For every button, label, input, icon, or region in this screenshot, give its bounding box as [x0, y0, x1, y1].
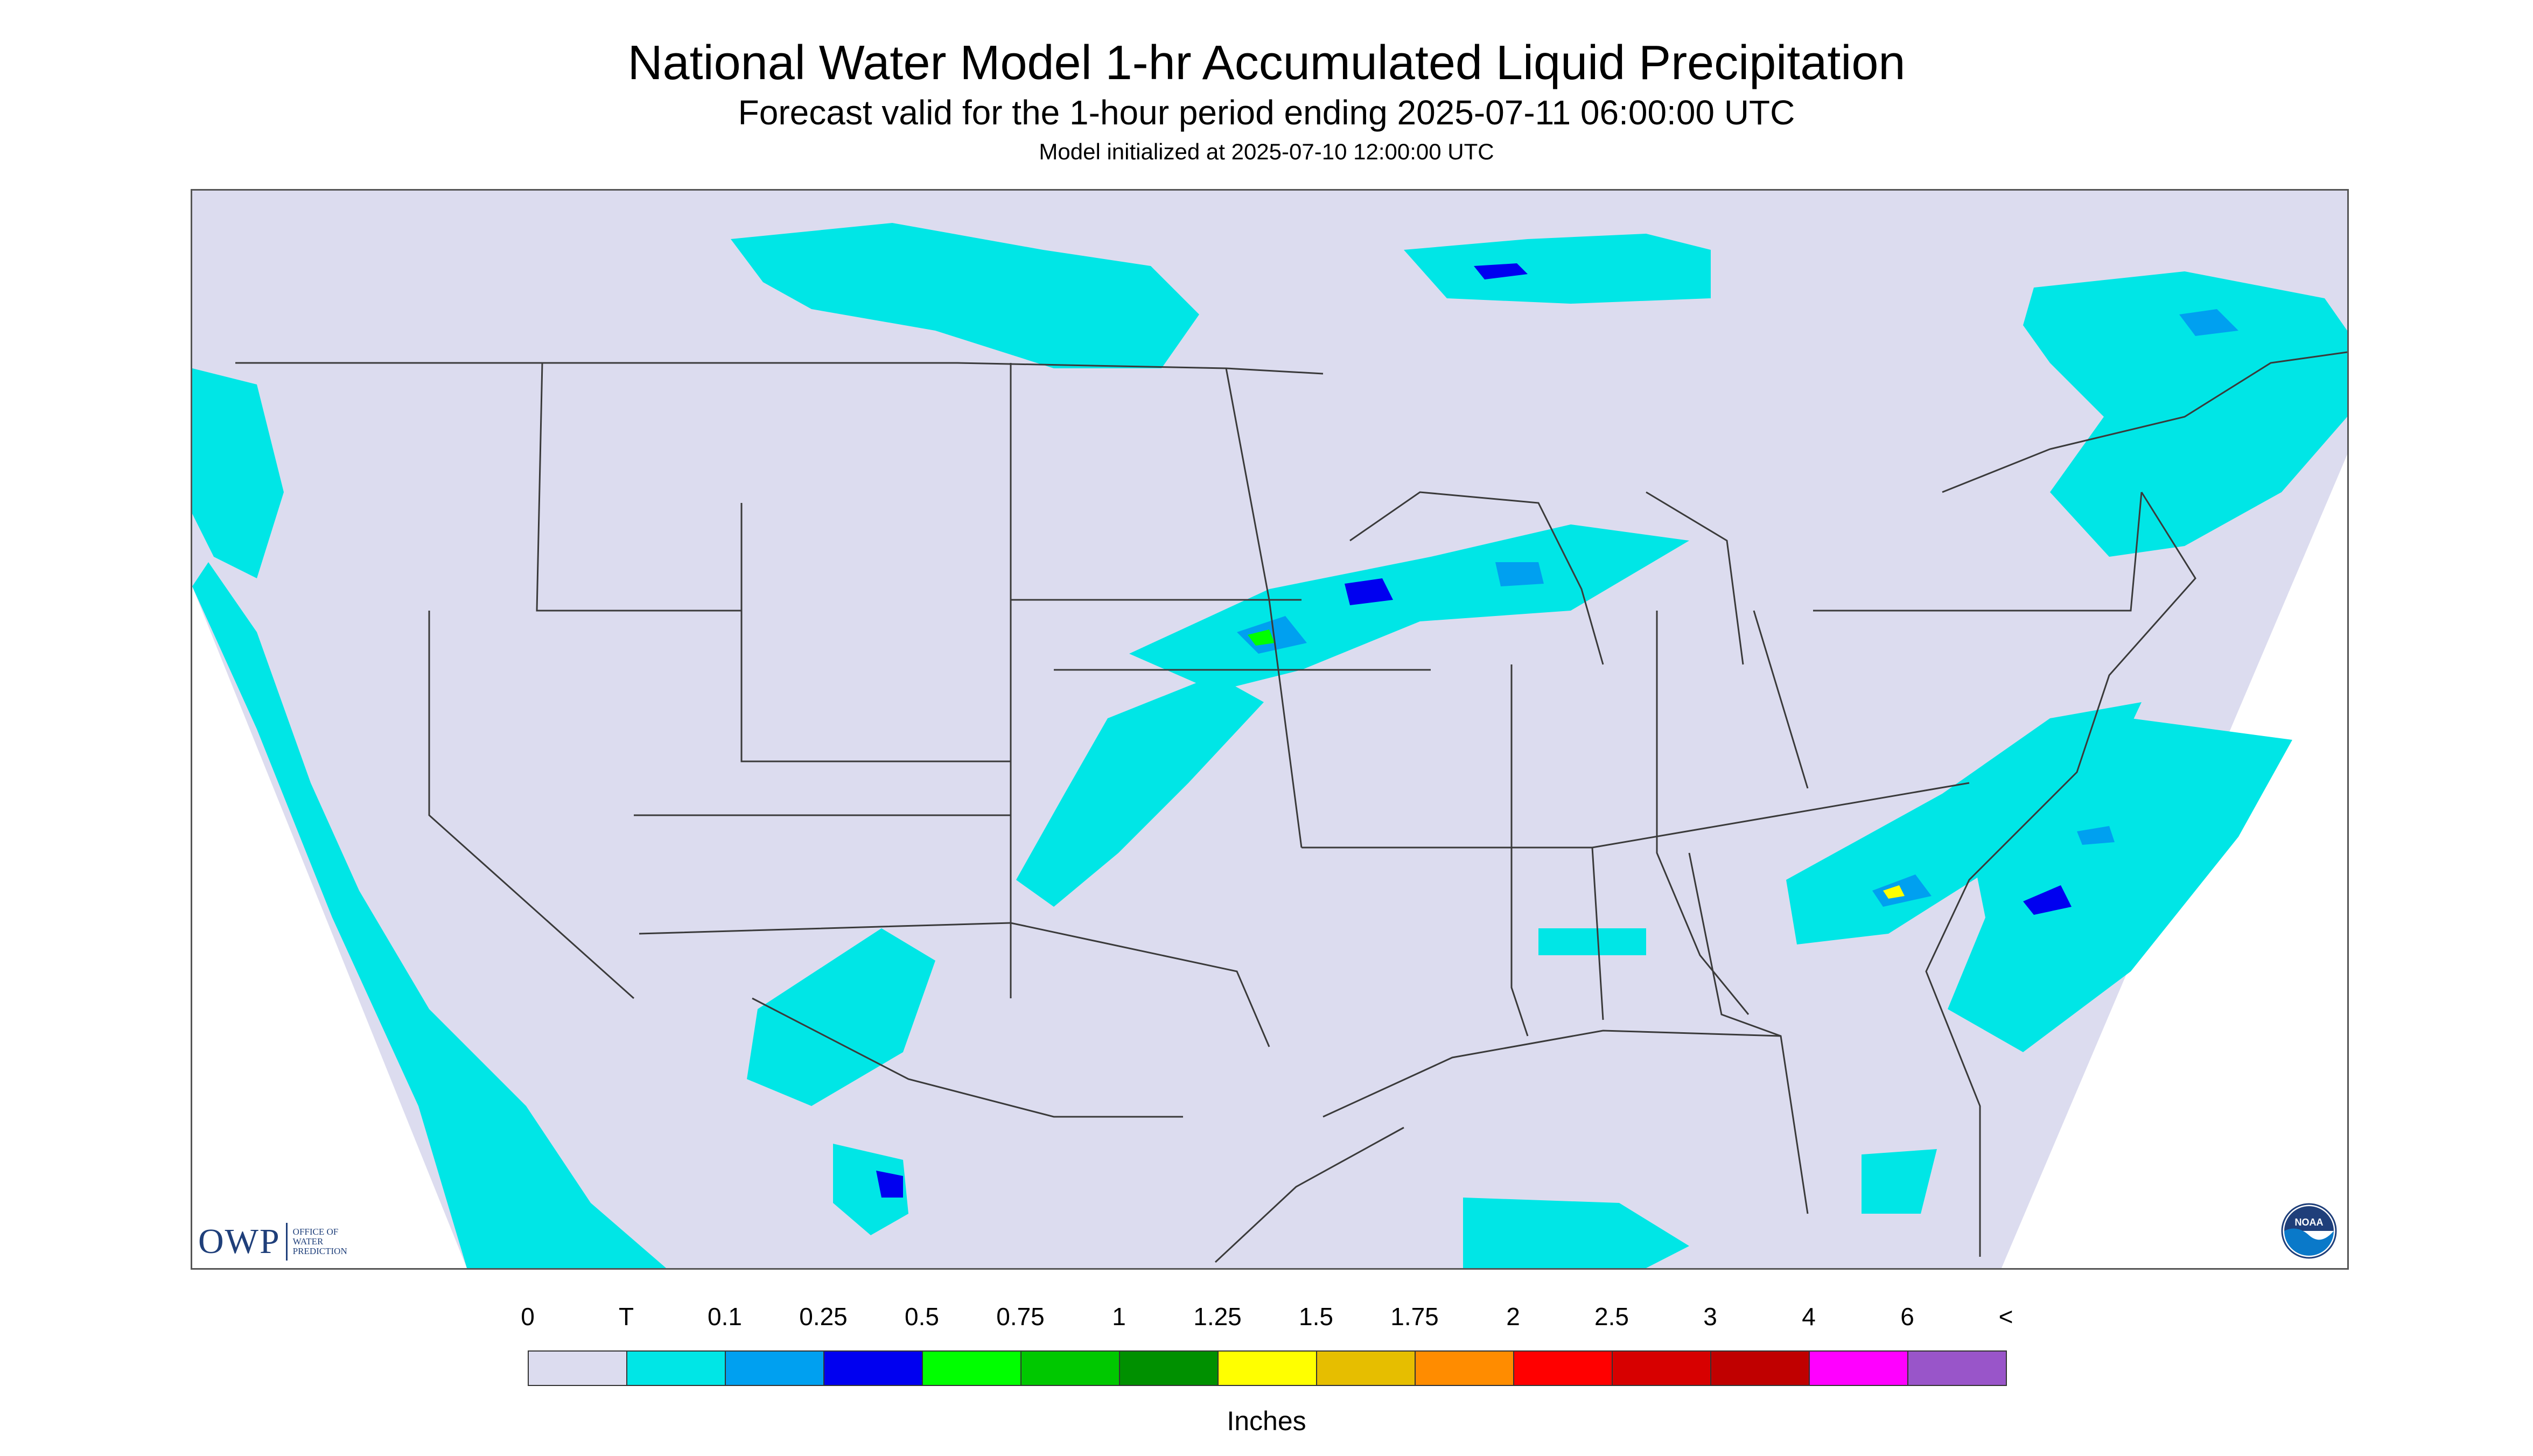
noaa-logo-text: NOAA — [2295, 1217, 2324, 1228]
precip-southeast-coast — [1786, 702, 2142, 944]
legend-label: 0.5 — [905, 1303, 939, 1331]
precip-pacific-northwest — [192, 368, 284, 578]
legend-swatch — [1908, 1352, 2006, 1385]
legend-label: 1.5 — [1299, 1303, 1333, 1331]
state-boundaries — [235, 351, 2347, 1263]
legend-swatch — [1219, 1352, 1317, 1385]
legend-swatch — [824, 1352, 923, 1385]
legend-label: 2.5 — [1594, 1303, 1629, 1331]
legend-label: < — [1998, 1303, 2013, 1331]
legend-swatch — [1711, 1352, 1810, 1385]
legend-label: 0.75 — [996, 1303, 1045, 1331]
legend-labels: 0 T 0.1 0.25 0.5 0.75 1 1.25 1.5 1.75 2 2.5 3 4 6 < — [0, 1302, 2533, 1334]
precip-northeast — [2023, 271, 2347, 557]
legend-label: 1 — [1112, 1303, 1126, 1331]
legend-label: 1.75 — [1390, 1303, 1439, 1331]
legend-swatch — [1514, 1352, 1613, 1385]
legend-label: 2 — [1506, 1303, 1520, 1331]
legend-colorbar — [528, 1350, 2007, 1386]
legend-label: 0.25 — [799, 1303, 848, 1331]
precip-gulf-south — [1463, 1198, 1689, 1268]
owp-logo-text: OWP — [198, 1222, 281, 1261]
legend-swatch — [1810, 1352, 1908, 1385]
model-init-text: Model initialized at 2025-07-10 12:00:00… — [1039, 139, 1494, 164]
legend-swatch — [726, 1352, 824, 1385]
noaa-logo: NOAA — [2281, 1203, 2337, 1262]
precip-plains — [1016, 675, 1264, 907]
owp-logo-divider — [285, 1223, 288, 1261]
map-domain — [192, 191, 2347, 1268]
legend-swatch — [923, 1352, 1021, 1385]
chart-title: National Water Model 1-hr Accumulated Li… — [627, 36, 1906, 90]
legend-swatch — [529, 1352, 627, 1385]
precip-canada-northeast — [1404, 234, 1711, 304]
legend-label: 3 — [1703, 1303, 1717, 1331]
legend-label: 6 — [1900, 1303, 1914, 1331]
legend-label: 4 — [1802, 1303, 1816, 1331]
forecast-valid-subtitle: Forecast valid for the 1-hour period end… — [738, 93, 1795, 132]
precip-mexico — [747, 928, 935, 1106]
legend-swatch — [1317, 1352, 1416, 1385]
legend-label: T — [618, 1303, 634, 1331]
precipitation-map — [191, 189, 2349, 1270]
legend-swatch — [1021, 1352, 1120, 1385]
owp-logo-subtext: OFFICE OF WATER PREDICTION — [292, 1227, 347, 1256]
legend-label: 0.1 — [708, 1303, 742, 1331]
owp-logo: OWP OFFICE OF WATER PREDICTION — [198, 1221, 347, 1262]
precip-canada-north — [731, 223, 1199, 368]
legend-swatch — [1613, 1352, 1711, 1385]
precip-west-edge — [192, 562, 666, 1268]
legend-swatch — [1416, 1352, 1514, 1385]
legend-label: 0 — [521, 1303, 535, 1331]
legend-swatch — [1120, 1352, 1219, 1385]
legend-label: 1.25 — [1193, 1303, 1242, 1331]
legend-swatch — [627, 1352, 726, 1385]
precip-atlantic — [1948, 718, 2292, 1052]
legend-unit: Inches — [1227, 1406, 1306, 1436]
